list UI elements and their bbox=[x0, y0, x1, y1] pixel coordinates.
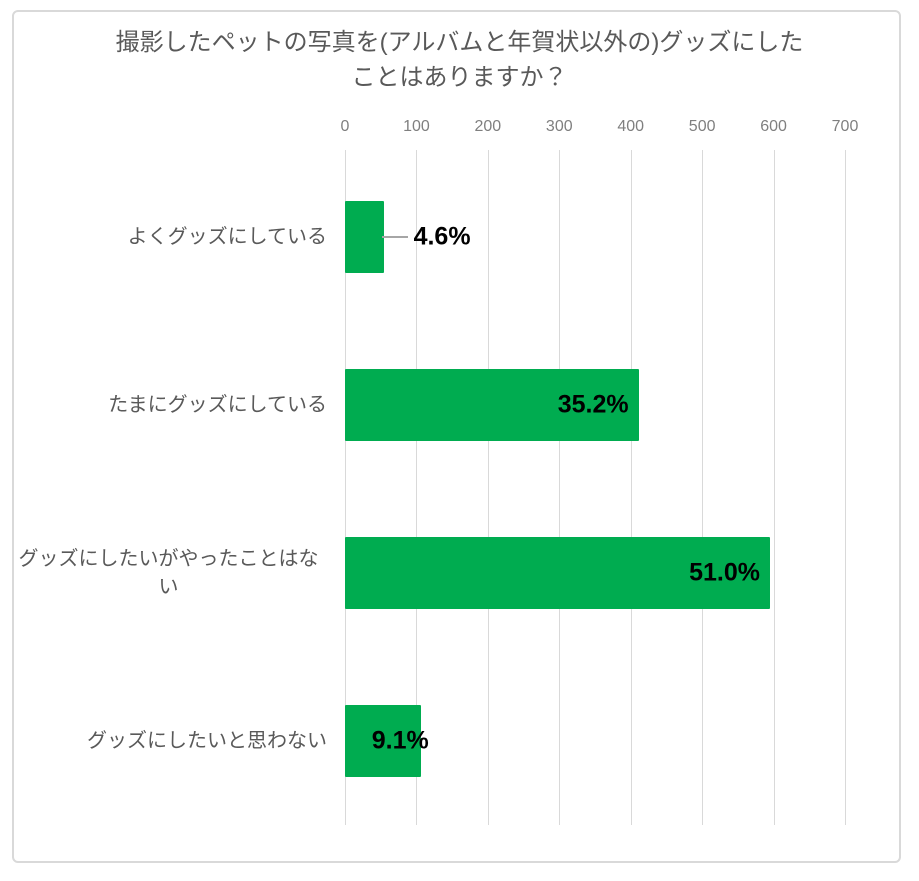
bar bbox=[345, 369, 639, 441]
axis-tick-label: 100 bbox=[403, 118, 430, 135]
axis-tick-label: 600 bbox=[760, 118, 787, 135]
gridline bbox=[487, 150, 489, 825]
axis-tick-label: 400 bbox=[617, 118, 645, 135]
axis-tick-label: 500 bbox=[688, 118, 716, 135]
gridline bbox=[702, 150, 704, 825]
data-label: 51.0% bbox=[689, 558, 760, 587]
category-label: たまにグッズにしている bbox=[108, 394, 327, 416]
chart-title-text: 撮影したペットの写真を(アルバムと年賀状以外の)グッズにしたことはありますか？ bbox=[115, 29, 804, 91]
axis-tick-label: 300 bbox=[545, 118, 573, 135]
chart-title: 撮影したペットの写真を(アルバムと年賀状以外の)グッズにしたことはありますか？ bbox=[60, 26, 859, 96]
gridline bbox=[773, 150, 775, 825]
leader-line bbox=[381, 236, 408, 238]
bar bbox=[345, 705, 421, 777]
data-label: 35.2% bbox=[557, 390, 629, 419]
gridline bbox=[845, 150, 846, 825]
bar bbox=[345, 537, 770, 609]
bar bbox=[345, 201, 384, 273]
gridline bbox=[559, 150, 561, 825]
data-label: 9.1% bbox=[371, 726, 429, 755]
gridline bbox=[345, 150, 346, 825]
axis-tick-label: 200 bbox=[474, 118, 502, 135]
category-label: グッズにしたいと思わない bbox=[87, 730, 327, 752]
gridline bbox=[630, 150, 632, 825]
axis-tick-label: 700 bbox=[831, 118, 859, 135]
axis-tick-label: 0 bbox=[340, 118, 350, 135]
category-label: よくグッズにしている bbox=[127, 226, 327, 248]
gridline bbox=[416, 150, 418, 825]
data-label: 4.6% bbox=[413, 222, 471, 251]
category-label: グッズにしたいがやったことはない bbox=[18, 548, 319, 598]
